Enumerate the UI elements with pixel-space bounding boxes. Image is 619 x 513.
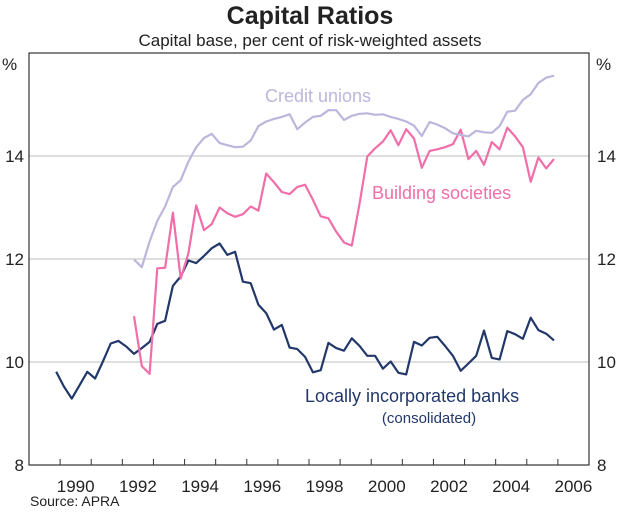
- x-tick-label: 1992: [119, 477, 157, 496]
- series-line-building-societies: [132, 126, 555, 375]
- x-axis: 1990 1992 1994 1996 1998 2000 2002 2004 2006: [57, 459, 593, 496]
- x-tick-label: 2004: [492, 477, 530, 496]
- series-label-banks: Locally incorporated banks: [305, 386, 519, 406]
- y-tick-label-right: 12: [597, 250, 616, 269]
- y-axis: 8 8 10 10 12 12 14 14: [5, 147, 616, 475]
- y-tick-label-right: 8: [597, 456, 606, 475]
- y-tick-label-left: 8: [15, 456, 24, 475]
- chart-title: Capital Ratios: [227, 2, 394, 30]
- x-tick-label: 2006: [555, 477, 593, 496]
- series-label-credit-unions: Credit unions: [265, 86, 371, 106]
- series-lines: [55, 74, 555, 400]
- y-unit-right: %: [596, 55, 611, 74]
- x-tick-label: 1994: [181, 477, 219, 496]
- x-tick-label: 1998: [306, 477, 344, 496]
- source-note: Source: APRA: [30, 493, 120, 509]
- x-tick-label: 1990: [57, 477, 95, 496]
- y-tick-label-right: 14: [597, 147, 616, 166]
- series-line-banks: [55, 242, 555, 400]
- series-line-credit-unions: [133, 74, 555, 269]
- y-tick-label-left: 12: [5, 250, 24, 269]
- x-tick-label: 2002: [430, 477, 468, 496]
- x-tick-label: 2000: [368, 477, 406, 496]
- chart-subtitle: Capital base, per cent of risk-weighted …: [138, 31, 481, 50]
- y-unit-left: %: [2, 55, 17, 74]
- y-tick-label-right: 10: [597, 353, 616, 372]
- series-label-building-societies: Building societies: [372, 183, 511, 203]
- y-tick-label-left: 14: [5, 147, 24, 166]
- gridlines: [29, 155, 589, 363]
- y-tick-label-left: 10: [5, 353, 24, 372]
- series-label-banks-note: (consolidated): [382, 410, 476, 427]
- x-tick-label: 1996: [243, 477, 281, 496]
